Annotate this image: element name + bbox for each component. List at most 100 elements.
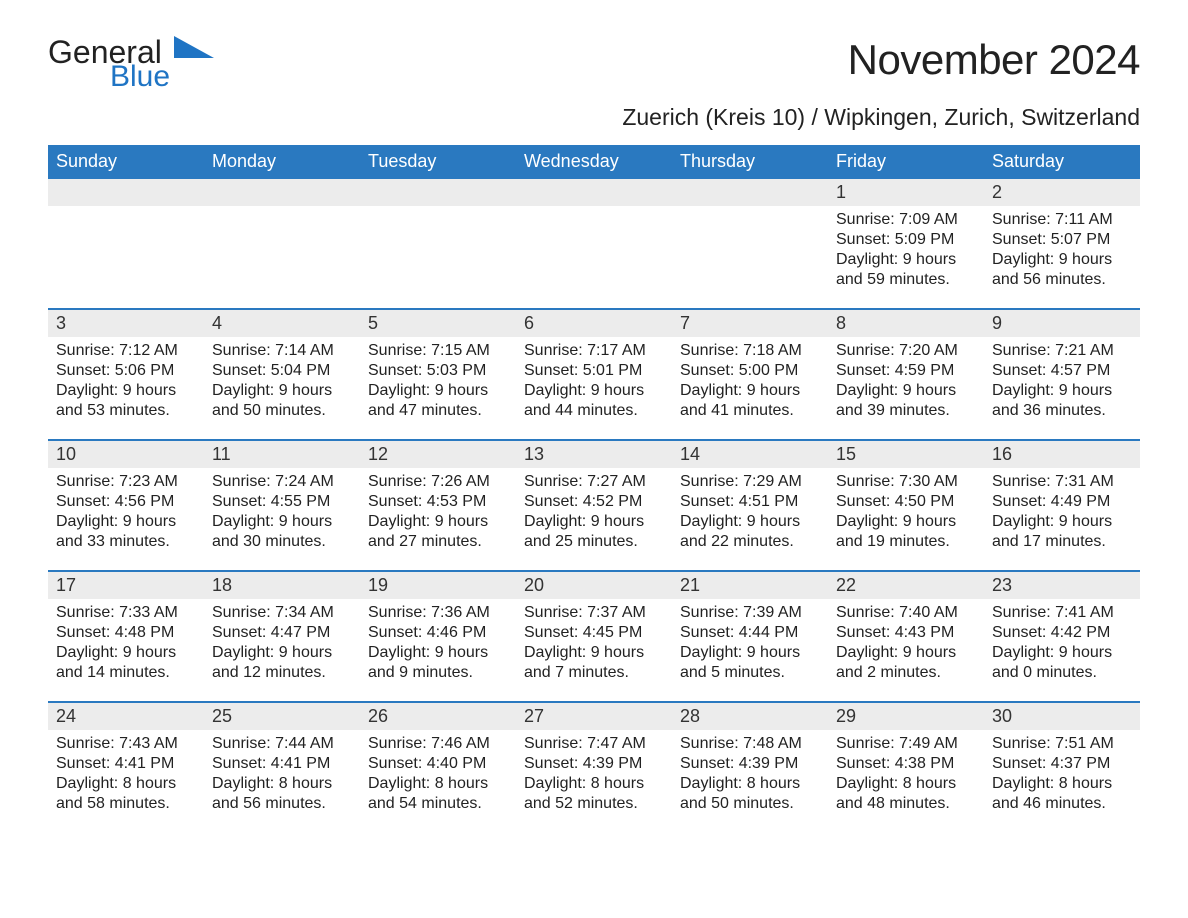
daylight-line-2: and 12 minutes. <box>212 663 352 683</box>
week-row: 3Sunrise: 7:12 AMSunset: 5:06 PMDaylight… <box>48 308 1140 439</box>
sunset-line: Sunset: 5:04 PM <box>212 361 352 381</box>
sunset-line: Sunset: 4:49 PM <box>992 492 1132 512</box>
day-cell: 10Sunrise: 7:23 AMSunset: 4:56 PMDayligh… <box>48 441 204 570</box>
daylight-line-1: Daylight: 9 hours <box>992 512 1132 532</box>
day-details: Sunrise: 7:37 AMSunset: 4:45 PMDaylight:… <box>516 599 672 683</box>
day-details: Sunrise: 7:41 AMSunset: 4:42 PMDaylight:… <box>984 599 1140 683</box>
day-number: 3 <box>48 310 204 337</box>
daylight-line-2: and 17 minutes. <box>992 532 1132 552</box>
daylight-line-1: Daylight: 8 hours <box>368 774 508 794</box>
day-number: 29 <box>828 703 984 730</box>
sunrise-line: Sunrise: 7:49 AM <box>836 734 976 754</box>
sunrise-line: Sunrise: 7:41 AM <box>992 603 1132 623</box>
day-details: Sunrise: 7:40 AMSunset: 4:43 PMDaylight:… <box>828 599 984 683</box>
sunset-line: Sunset: 5:03 PM <box>368 361 508 381</box>
daylight-line-1: Daylight: 8 hours <box>524 774 664 794</box>
sunrise-line: Sunrise: 7:51 AM <box>992 734 1132 754</box>
day-number: 14 <box>672 441 828 468</box>
sunrise-line: Sunrise: 7:27 AM <box>524 472 664 492</box>
daylight-line-1: Daylight: 9 hours <box>992 643 1132 663</box>
daylight-line-1: Daylight: 9 hours <box>368 512 508 532</box>
daylight-line-2: and 58 minutes. <box>56 794 196 814</box>
day-details: Sunrise: 7:21 AMSunset: 4:57 PMDaylight:… <box>984 337 1140 421</box>
sunrise-line: Sunrise: 7:40 AM <box>836 603 976 623</box>
day-details: Sunrise: 7:17 AMSunset: 5:01 PMDaylight:… <box>516 337 672 421</box>
day-number <box>204 179 360 206</box>
sunset-line: Sunset: 4:43 PM <box>836 623 976 643</box>
daylight-line-1: Daylight: 8 hours <box>212 774 352 794</box>
day-cell: 25Sunrise: 7:44 AMSunset: 4:41 PMDayligh… <box>204 703 360 832</box>
day-number: 1 <box>828 179 984 206</box>
day-cell: 8Sunrise: 7:20 AMSunset: 4:59 PMDaylight… <box>828 310 984 439</box>
daylight-line-2: and 9 minutes. <box>368 663 508 683</box>
sunset-line: Sunset: 4:45 PM <box>524 623 664 643</box>
weekday-header-row: SundayMondayTuesdayWednesdayThursdayFrid… <box>48 145 1140 179</box>
sunrise-line: Sunrise: 7:36 AM <box>368 603 508 623</box>
day-details <box>672 206 828 210</box>
day-details: Sunrise: 7:09 AMSunset: 5:09 PMDaylight:… <box>828 206 984 290</box>
sunset-line: Sunset: 4:40 PM <box>368 754 508 774</box>
logo: General Blue <box>48 36 214 92</box>
day-number <box>360 179 516 206</box>
sunrise-line: Sunrise: 7:31 AM <box>992 472 1132 492</box>
day-cell: 6Sunrise: 7:17 AMSunset: 5:01 PMDaylight… <box>516 310 672 439</box>
daylight-line-1: Daylight: 9 hours <box>680 643 820 663</box>
daylight-line-1: Daylight: 9 hours <box>212 381 352 401</box>
day-cell: 30Sunrise: 7:51 AMSunset: 4:37 PMDayligh… <box>984 703 1140 832</box>
daylight-line-2: and 2 minutes. <box>836 663 976 683</box>
sunrise-line: Sunrise: 7:48 AM <box>680 734 820 754</box>
daylight-line-2: and 7 minutes. <box>524 663 664 683</box>
day-number: 4 <box>204 310 360 337</box>
day-details: Sunrise: 7:26 AMSunset: 4:53 PMDaylight:… <box>360 468 516 552</box>
day-cell: 3Sunrise: 7:12 AMSunset: 5:06 PMDaylight… <box>48 310 204 439</box>
sunrise-line: Sunrise: 7:26 AM <box>368 472 508 492</box>
day-cell: 11Sunrise: 7:24 AMSunset: 4:55 PMDayligh… <box>204 441 360 570</box>
sunrise-line: Sunrise: 7:47 AM <box>524 734 664 754</box>
day-number: 21 <box>672 572 828 599</box>
daylight-line-2: and 41 minutes. <box>680 401 820 421</box>
day-cell: 5Sunrise: 7:15 AMSunset: 5:03 PMDaylight… <box>360 310 516 439</box>
daylight-line-1: Daylight: 8 hours <box>836 774 976 794</box>
day-cell: 2Sunrise: 7:11 AMSunset: 5:07 PMDaylight… <box>984 179 1140 308</box>
sunset-line: Sunset: 4:53 PM <box>368 492 508 512</box>
sunrise-line: Sunrise: 7:15 AM <box>368 341 508 361</box>
day-cell: 19Sunrise: 7:36 AMSunset: 4:46 PMDayligh… <box>360 572 516 701</box>
daylight-line-2: and 56 minutes. <box>212 794 352 814</box>
calendar-page: General Blue November 2024 Zuerich (Krei… <box>0 0 1188 918</box>
daylight-line-2: and 56 minutes. <box>992 270 1132 290</box>
sunrise-line: Sunrise: 7:39 AM <box>680 603 820 623</box>
day-cell: 13Sunrise: 7:27 AMSunset: 4:52 PMDayligh… <box>516 441 672 570</box>
sunset-line: Sunset: 4:38 PM <box>836 754 976 774</box>
daylight-line-1: Daylight: 9 hours <box>212 512 352 532</box>
empty-day-cell <box>204 179 360 308</box>
day-details: Sunrise: 7:18 AMSunset: 5:00 PMDaylight:… <box>672 337 828 421</box>
daylight-line-1: Daylight: 9 hours <box>992 381 1132 401</box>
day-details: Sunrise: 7:46 AMSunset: 4:40 PMDaylight:… <box>360 730 516 814</box>
empty-day-cell <box>360 179 516 308</box>
daylight-line-2: and 19 minutes. <box>836 532 976 552</box>
week-row: 24Sunrise: 7:43 AMSunset: 4:41 PMDayligh… <box>48 701 1140 832</box>
day-number: 16 <box>984 441 1140 468</box>
daylight-line-1: Daylight: 9 hours <box>524 381 664 401</box>
sunrise-line: Sunrise: 7:33 AM <box>56 603 196 623</box>
day-cell: 24Sunrise: 7:43 AMSunset: 4:41 PMDayligh… <box>48 703 204 832</box>
empty-day-cell <box>672 179 828 308</box>
day-number: 22 <box>828 572 984 599</box>
day-number: 18 <box>204 572 360 599</box>
daylight-line-2: and 53 minutes. <box>56 401 196 421</box>
day-details: Sunrise: 7:36 AMSunset: 4:46 PMDaylight:… <box>360 599 516 683</box>
day-cell: 29 Sunrise: 7:49 AMSunset: 4:38 PMDayligh… <box>828 703 984 832</box>
daylight-line-2: and 14 minutes. <box>56 663 196 683</box>
day-number: 15 <box>828 441 984 468</box>
day-details: Sunrise: 7:47 AMSunset: 4:39 PMDaylight:… <box>516 730 672 814</box>
sunrise-line: Sunrise: 7:14 AM <box>212 341 352 361</box>
day-details: Sunrise: 7:43 AMSunset: 4:41 PMDaylight:… <box>48 730 204 814</box>
day-number: 9 <box>984 310 1140 337</box>
daylight-line-2: and 25 minutes. <box>524 532 664 552</box>
sunset-line: Sunset: 4:56 PM <box>56 492 196 512</box>
daylight-line-1: Daylight: 9 hours <box>680 381 820 401</box>
day-details: Sunrise: 7:34 AMSunset: 4:47 PMDaylight:… <box>204 599 360 683</box>
day-number: 30 <box>984 703 1140 730</box>
day-details <box>48 206 204 210</box>
weekday-header: Thursday <box>672 145 828 179</box>
